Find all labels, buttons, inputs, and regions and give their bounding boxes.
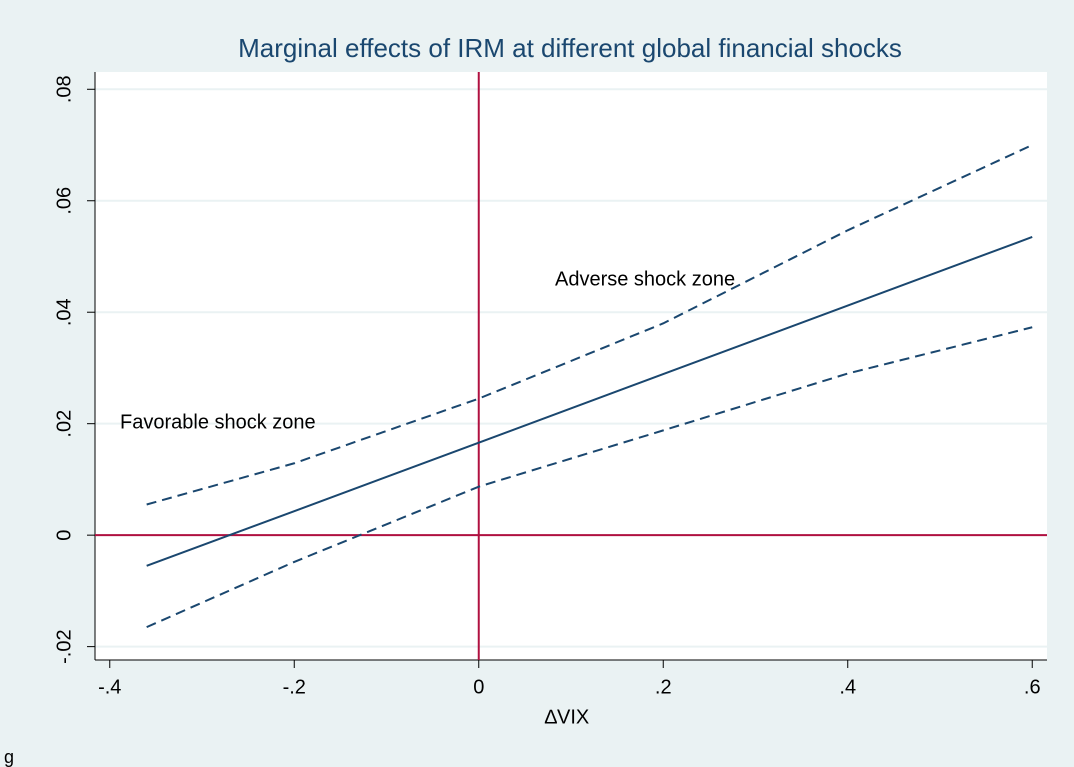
x-tick-label: 0: [473, 676, 484, 698]
y-tick-label: .08: [53, 75, 75, 103]
y-tick-label: .06: [53, 187, 75, 215]
y-tick-label: -.02: [53, 629, 75, 663]
x-tick-label: .2: [655, 676, 672, 698]
y-tick-label: .04: [53, 298, 75, 326]
x-axis-label: ∆VIX: [545, 706, 589, 728]
series-line: [146, 144, 1033, 506]
y-tick-label: .02: [53, 410, 75, 438]
series-line: [146, 326, 1033, 629]
y-tick-label: 0: [53, 530, 75, 541]
footnote: g: [4, 747, 14, 767]
plot-area: [95, 72, 1047, 660]
x-tick-label: -.2: [283, 676, 306, 698]
annotation: Adverse shock zone: [555, 268, 735, 290]
chart-title: Marginal effects of IRM at different glo…: [238, 33, 902, 63]
x-tick-label: -.4: [98, 676, 121, 698]
x-tick-label: .4: [839, 676, 856, 698]
x-tick-label: .6: [1024, 676, 1041, 698]
series-line: [146, 236, 1033, 567]
annotation: Favorable shock zone: [120, 411, 316, 433]
